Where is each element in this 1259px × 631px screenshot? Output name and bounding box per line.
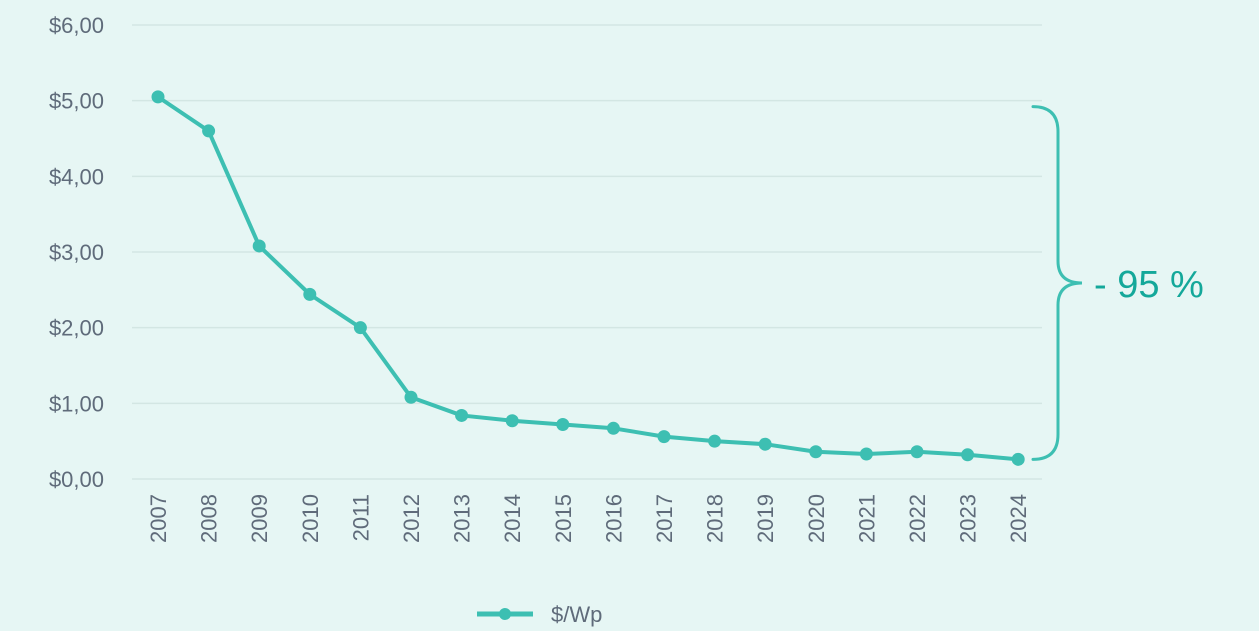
x-tick-label: 2008	[197, 494, 222, 543]
x-tick-label: 2019	[753, 494, 778, 543]
x-tick-label: 2018	[703, 494, 728, 543]
legend: $/Wp	[477, 602, 602, 627]
y-tick-label: $0,00	[49, 467, 104, 492]
x-tick-label: 2016	[601, 494, 626, 543]
x-tick-label: 2014	[500, 494, 525, 543]
x-tick-label: 2012	[399, 494, 424, 543]
y-tick-label: $6,00	[49, 13, 104, 38]
data-point	[758, 437, 772, 451]
data-point	[657, 430, 671, 444]
x-tick-label: 2023	[956, 494, 981, 543]
y-tick-label: $4,00	[49, 164, 104, 189]
data-point	[1011, 452, 1025, 466]
data-point	[556, 418, 570, 432]
x-tick-label: 2015	[551, 494, 576, 543]
x-tick-label: 2017	[652, 494, 677, 543]
data-point	[404, 390, 418, 404]
gridlines	[132, 24, 1042, 480]
reduction-label: - 95 %	[1094, 264, 1204, 306]
y-tick-label: $3,00	[49, 240, 104, 265]
data-point	[505, 414, 519, 428]
reduction-brace	[1031, 105, 1083, 461]
data-point	[353, 321, 367, 335]
x-tick-label: 2011	[348, 494, 373, 541]
y-tick-label: $5,00	[49, 89, 104, 114]
legend-dot-marker	[499, 608, 511, 620]
x-tick-label: 2021	[854, 494, 879, 543]
y-tick-label: $2,00	[49, 316, 104, 341]
legend-label: $/Wp	[551, 602, 602, 627]
x-tick-label: 2009	[247, 494, 272, 543]
data-point	[202, 124, 216, 138]
data-point	[303, 287, 317, 301]
data-point	[859, 447, 873, 461]
series-line	[151, 90, 1025, 466]
data-point	[606, 421, 620, 435]
x-tick-label: 2024	[1006, 494, 1031, 543]
data-point	[809, 445, 823, 459]
x-tick-label: 2007	[146, 494, 171, 543]
y-tick-label: $1,00	[49, 391, 104, 416]
x-tick-label: 2022	[905, 494, 930, 543]
x-tick-label: 2013	[450, 494, 475, 543]
data-point	[455, 408, 469, 422]
series-line-path	[156, 95, 1019, 462]
x-tick-label: 2020	[804, 494, 829, 543]
x-axis-ticks: 2007 2008 2009 2010 2011 2012 2013 2014 2015 2016…	[146, 494, 1031, 543]
data-point	[910, 445, 924, 459]
x-tick-label: 2010	[298, 494, 323, 543]
data-point	[151, 90, 165, 104]
y-axis-ticks: $0,00 $1,00 $2,00 $3,00 $4,00 $5,00 $6,00	[49, 13, 104, 492]
data-point	[961, 448, 975, 462]
data-point	[252, 239, 266, 253]
data-point	[708, 434, 722, 448]
reduction-annotation: - 95 %	[1031, 105, 1204, 461]
